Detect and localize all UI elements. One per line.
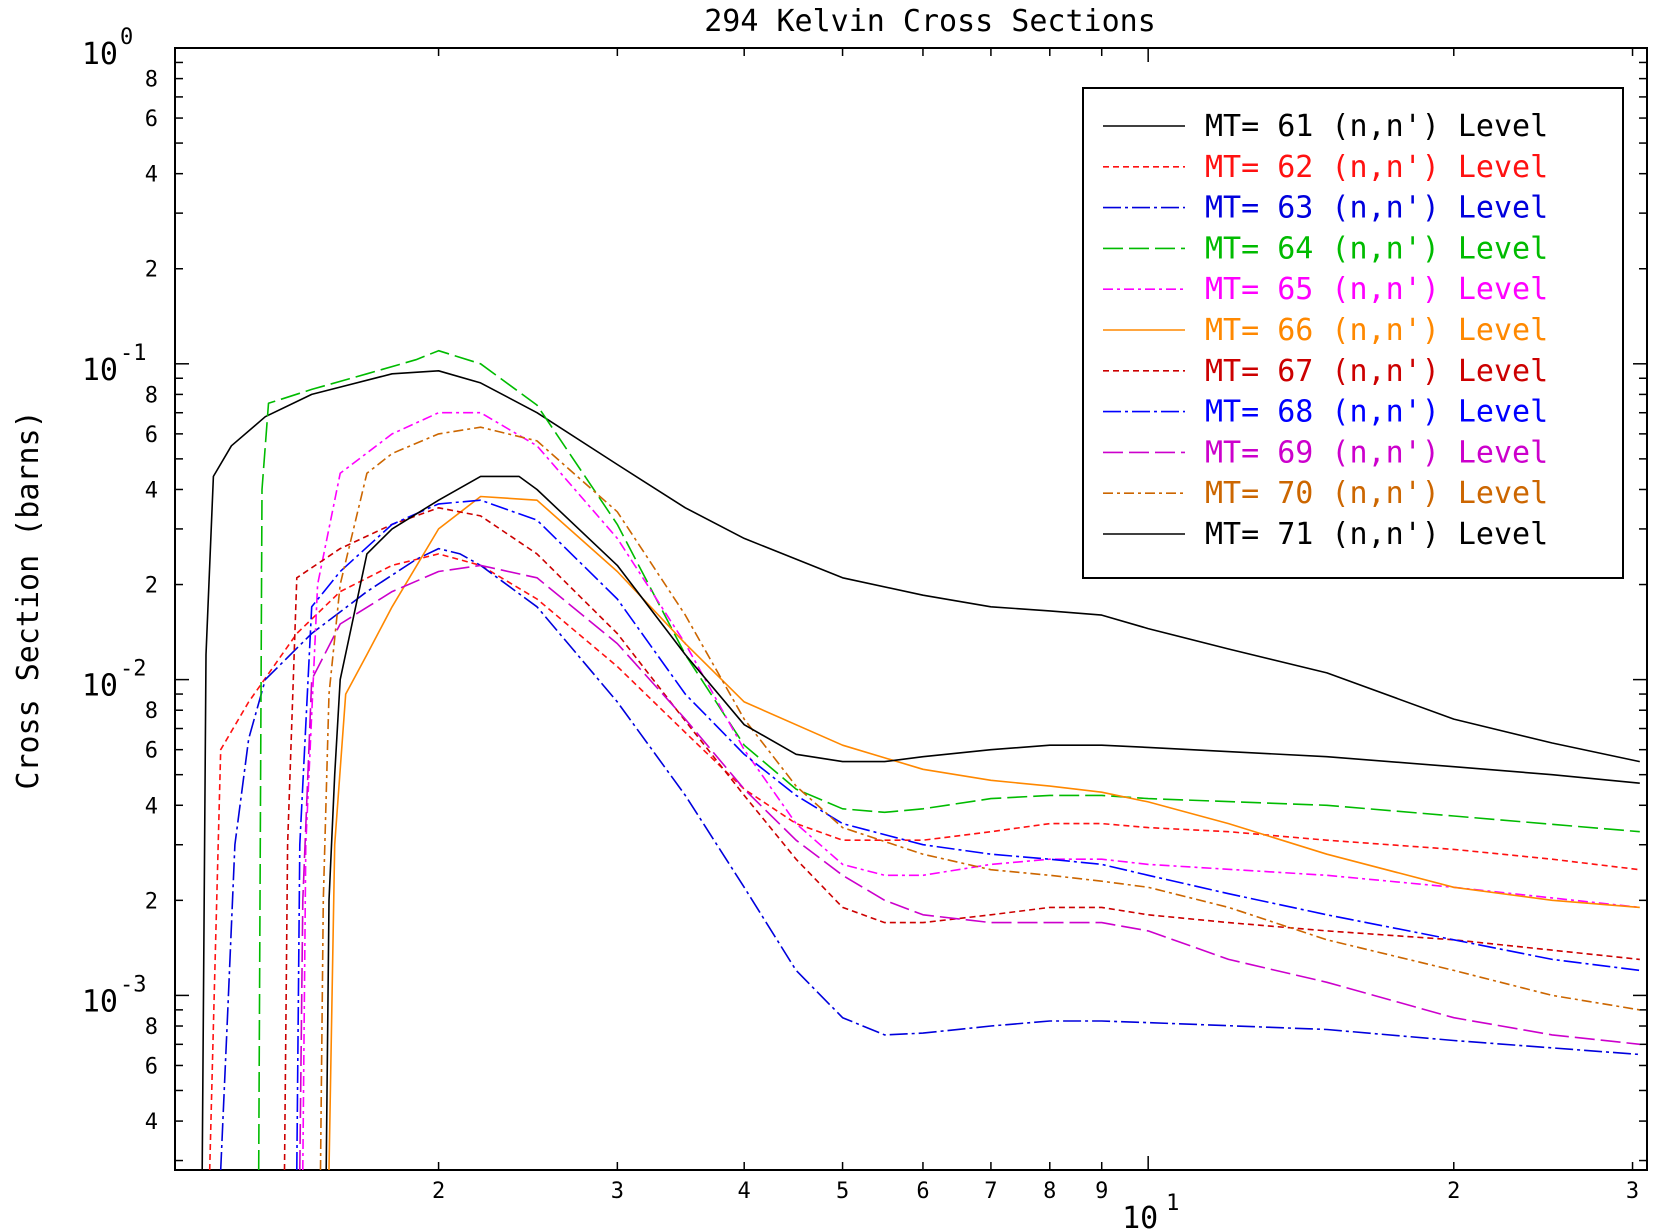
y-tick-label: 8 — [145, 699, 158, 724]
series-line-9 — [299, 564, 1640, 1170]
x-tick-label: 3 — [1626, 1179, 1639, 1204]
series-line-11 — [325, 475, 1640, 1170]
legend-label-9: MT= 69 (n,n') Level — [1205, 435, 1548, 470]
y-tick-label: 8 — [145, 383, 158, 408]
y-tick-label: 6 — [145, 1054, 158, 1079]
y-tick-label-exponent: -2 — [120, 657, 147, 682]
y-tick-label: 10 — [82, 984, 118, 1019]
y-tick-label: 10 — [82, 353, 118, 388]
y-tick-label: 4 — [145, 163, 158, 188]
y-tick-label: 10 — [82, 37, 118, 72]
x-tick-label: 7 — [984, 1179, 997, 1204]
series-layer — [201, 349, 1640, 1170]
x-tick-label: 4 — [738, 1179, 751, 1204]
y-tick-label: 4 — [145, 478, 158, 503]
series-line-5 — [302, 411, 1640, 1170]
legend-label-7: MT= 67 (n,n') Level — [1205, 354, 1548, 389]
series-line-2 — [208, 553, 1640, 1170]
y-tick-label: 2 — [145, 889, 158, 914]
series-line-4 — [257, 349, 1640, 1170]
y-tick-label: 2 — [145, 258, 158, 283]
x-tick-label-exponent: 1 — [1166, 1191, 1179, 1216]
legend: MT= 61 (n,n') Level MT= 62 (n,n') Level MT… — [1082, 87, 1624, 579]
series-line-3 — [219, 547, 1640, 1170]
y-tick-label: 2 — [145, 574, 158, 599]
x-tick-label: 8 — [1043, 1179, 1056, 1204]
legend-items: MT= 61 (n,n') Level MT= 62 (n,n') Level MT… — [1103, 109, 1548, 552]
series-line-1 — [201, 369, 1640, 1170]
legend-label-11: MT= 71 (n,n') Level — [1205, 517, 1548, 552]
x-tick-label: 5 — [836, 1179, 849, 1204]
x-tick-label: 6 — [916, 1179, 929, 1204]
y-tick-label: 4 — [145, 794, 158, 819]
legend-label-1: MT= 61 (n,n') Level — [1205, 109, 1548, 144]
y-tick-label-exponent: 0 — [120, 25, 133, 50]
series-line-10 — [319, 426, 1640, 1170]
legend-label-2: MT= 62 (n,n') Level — [1205, 150, 1548, 185]
series-line-7 — [283, 506, 1640, 1170]
legend-box — [1082, 87, 1624, 579]
y-tick-label: 6 — [145, 423, 158, 448]
y-axis-label: Cross Section (barns) — [11, 410, 46, 789]
y-tick-label: 6 — [145, 107, 158, 132]
plot-frame — [174, 47, 1648, 1171]
series-line-6 — [328, 495, 1640, 1170]
y-tick-label: 10 — [82, 669, 118, 704]
series-line-8 — [296, 499, 1640, 1170]
x-tick-label: 2 — [432, 1179, 445, 1204]
x-tick-label: 9 — [1095, 1179, 1108, 1204]
legend-label-8: MT= 68 (n,n') Level — [1205, 395, 1548, 430]
x-tick-label: 3 — [611, 1179, 624, 1204]
y-tick-label: 8 — [145, 1015, 158, 1040]
legend-label-3: MT= 63 (n,n') Level — [1205, 191, 1548, 226]
y-tick-label-exponent: -3 — [120, 972, 147, 997]
y-tick-label: 6 — [145, 739, 158, 764]
legend-label-5: MT= 65 (n,n') Level — [1205, 272, 1548, 307]
y-tick-label: 4 — [145, 1110, 158, 1135]
legend-label-10: MT= 70 (n,n') Level — [1205, 476, 1548, 511]
legend-label-6: MT= 66 (n,n') Level — [1205, 313, 1548, 348]
legend-label-4: MT= 64 (n,n') Level — [1205, 231, 1548, 266]
y-tick-label-exponent: -1 — [120, 341, 147, 366]
x-tick-label: 10 — [1122, 1201, 1158, 1230]
y-tick-label: 8 — [145, 68, 158, 93]
x-tick-label: 2 — [1447, 1179, 1460, 1204]
chart-title: 294 Kelvin Cross Sections — [704, 4, 1156, 39]
